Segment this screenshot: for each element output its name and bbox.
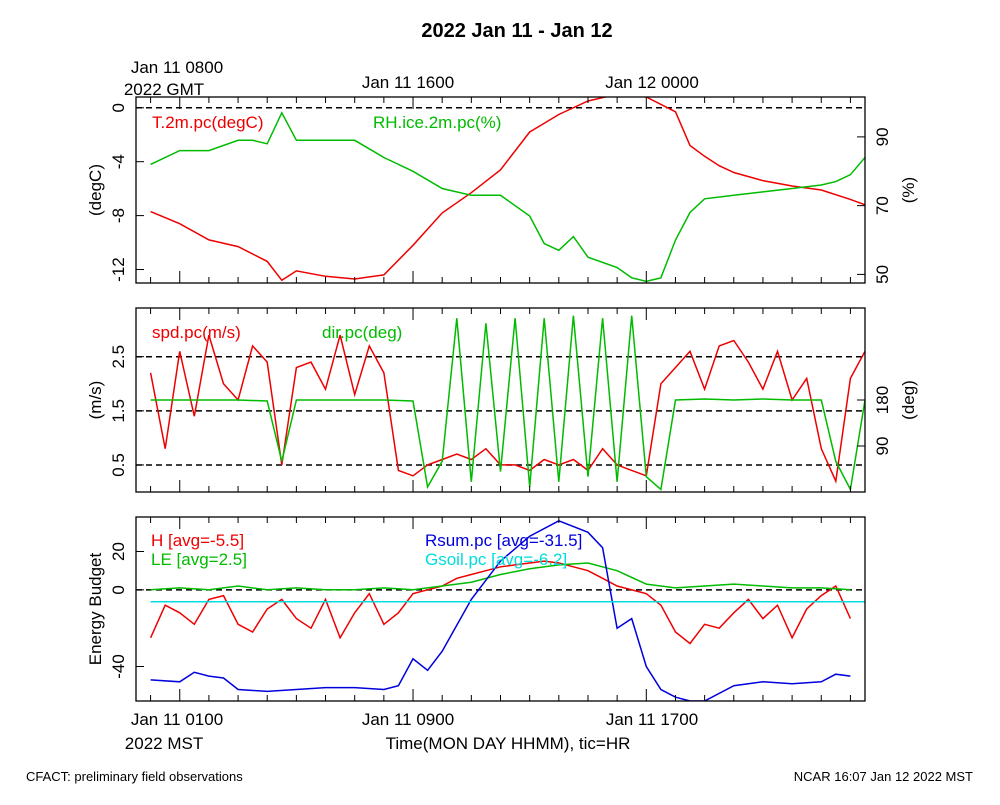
bottom-axis-label-2: Jan 11 1700 bbox=[606, 710, 698, 729]
series-line-T.2m.pc(degC) bbox=[150, 97, 865, 282]
series-line-spd.pc(m/s) bbox=[149, 334, 865, 484]
y-axis-title-left: (m/s) bbox=[86, 381, 105, 420]
y-tick-label-left: 2.5 bbox=[109, 345, 128, 369]
legend-LE: LE [avg=2.5] bbox=[151, 550, 247, 569]
top-axis-label-1: Jan 11 1600 bbox=[362, 73, 454, 92]
y-axis-title-right: (%) bbox=[899, 177, 918, 203]
footer-right: NCAR 16:07 Jan 12 2022 MST bbox=[794, 769, 973, 784]
top-axis-label-first-line2: 2022 GMT bbox=[124, 80, 204, 99]
legend-Rsum.pc: Rsum.pc [avg=-31.5] bbox=[425, 531, 582, 550]
bottom-axis-label-first-line2: 2022 MST bbox=[125, 734, 203, 753]
legend-T.2m.pc(degC): T.2m.pc(degC) bbox=[152, 113, 263, 132]
bottom-axis-label-first-line1: Jan 11 0100 bbox=[131, 710, 223, 729]
legend-dir.pc(deg): dir.pc(deg) bbox=[322, 323, 402, 342]
series-line-RH.ice.2m.pc(%) bbox=[150, 111, 865, 283]
series-line-dir.pc(deg) bbox=[150, 315, 865, 492]
footer-left: CFACT: preliminary field observations bbox=[26, 769, 243, 784]
y-tick-label-left: 0 bbox=[109, 585, 128, 594]
y-tick-label-left: 1.5 bbox=[109, 399, 128, 423]
series-line-H bbox=[149, 560, 852, 645]
y-tick-label-left: 0.5 bbox=[109, 453, 128, 477]
series-line-Rsum.pc bbox=[150, 519, 851, 701]
y-tick-label-right: 90 bbox=[873, 127, 892, 146]
top-axis-label-2: Jan 12 0000 bbox=[605, 73, 699, 92]
y-axis-title-left: (degC) bbox=[86, 164, 105, 216]
y-tick-label-left: -4 bbox=[109, 154, 128, 169]
y-tick-label-right: 90 bbox=[873, 437, 892, 456]
panel-wind: 2.5 1.5 0.5 (m/s) 180 90 (deg) spd.pc(m/s) dir.p… bbox=[86, 307, 918, 493]
y-tick-label-right: 70 bbox=[873, 196, 892, 215]
y-tick-label-left: -12 bbox=[109, 257, 128, 282]
y-tick-label-left: 0 bbox=[109, 103, 128, 112]
bottom-axis-label-1: Jan 11 0900 bbox=[362, 710, 454, 729]
y-tick-label-right: 180 bbox=[873, 386, 892, 414]
chart-title: 2022 Jan 11 - Jan 12 bbox=[421, 20, 612, 42]
series-line-LE bbox=[150, 562, 851, 591]
y-tick-label-left: -40 bbox=[109, 654, 128, 679]
legend-Gsoil.pc: Gsoil.pc [avg=-6.2] bbox=[425, 550, 567, 569]
y-tick-label-left: 20 bbox=[109, 542, 128, 561]
legend-spd.pc(m/s): spd.pc(m/s) bbox=[152, 323, 241, 342]
panels: 0 -4 -8 -12 (degC) 90 70 50 (%) T.2m.pc(degC) RH.i… bbox=[86, 96, 918, 702]
y-axis-title-right: (deg) bbox=[899, 380, 918, 420]
top-axis-label-first-line1: Jan 11 0800 bbox=[131, 58, 223, 77]
legend-RH.ice.2m.pc(%): RH.ice.2m.pc(%) bbox=[373, 113, 501, 132]
legend-H: H [avg=-5.5] bbox=[151, 531, 244, 550]
y-tick-label-left: -8 bbox=[109, 208, 128, 223]
panel-temperature-humidity: 0 -4 -8 -12 (degC) 90 70 50 (%) T.2m.pc(degC) RH.i… bbox=[86, 96, 918, 284]
x-axis-title: Time(MON DAY HHMM), tic=HR bbox=[386, 734, 631, 753]
y-tick-label-right: 50 bbox=[873, 265, 892, 284]
y-axis-title-left: Energy Budget bbox=[86, 552, 105, 665]
